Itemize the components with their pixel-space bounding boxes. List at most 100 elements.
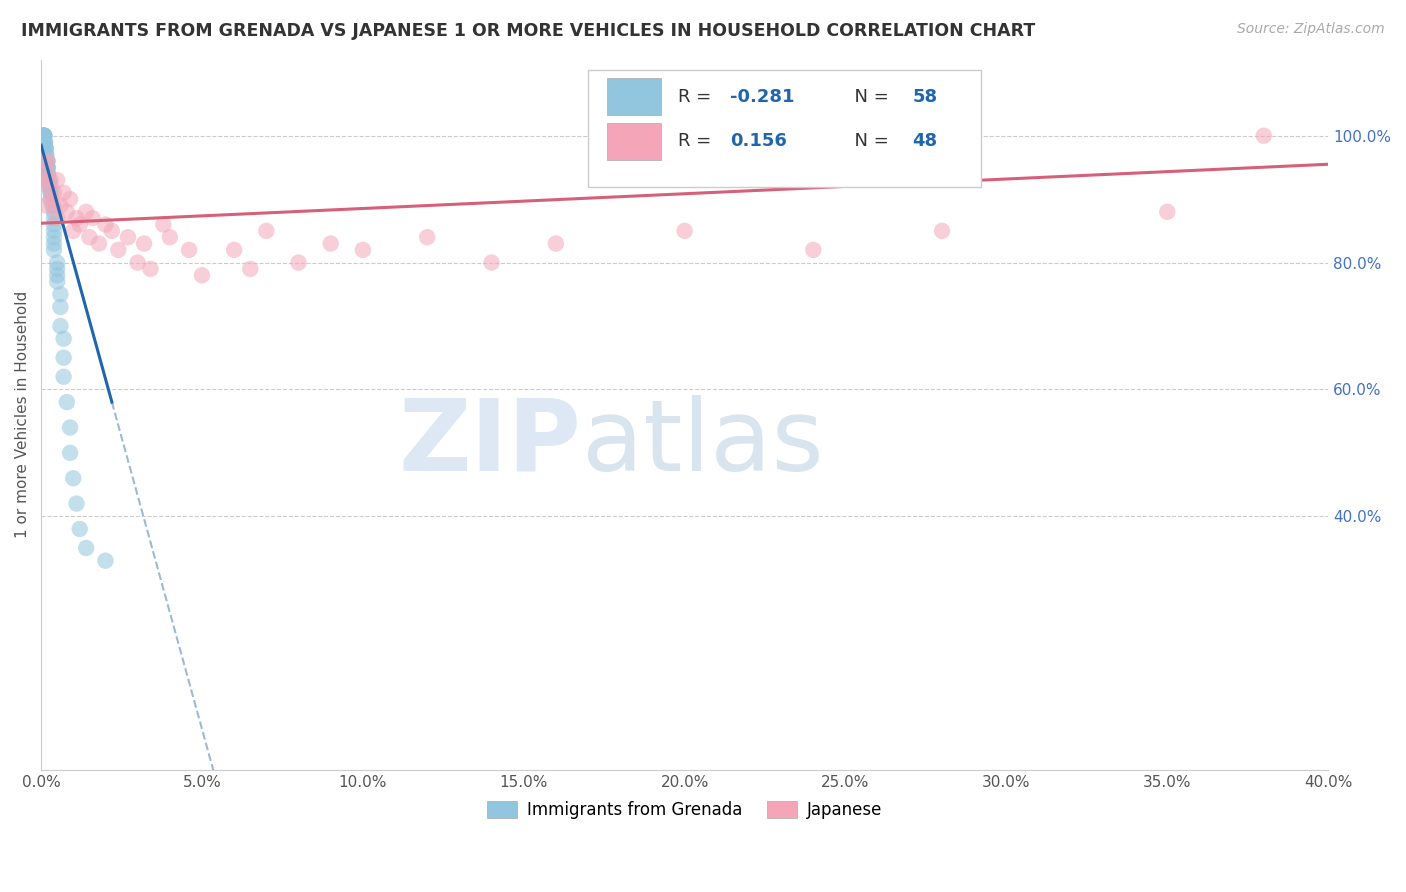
Point bbox=[37, 154, 59, 169]
Text: R =: R = bbox=[678, 87, 717, 105]
Y-axis label: 1 or more Vehicles in Household: 1 or more Vehicles in Household bbox=[15, 291, 30, 539]
Point bbox=[352, 243, 374, 257]
Point bbox=[37, 167, 59, 181]
Point bbox=[75, 204, 97, 219]
Text: Source: ZipAtlas.com: Source: ZipAtlas.com bbox=[1237, 22, 1385, 37]
Point bbox=[69, 218, 91, 232]
Text: N =: N = bbox=[844, 87, 894, 105]
Point bbox=[42, 204, 65, 219]
FancyBboxPatch shape bbox=[607, 78, 661, 115]
Point bbox=[32, 128, 55, 143]
Point bbox=[101, 224, 124, 238]
Point bbox=[52, 332, 75, 346]
Point bbox=[46, 255, 69, 269]
Point bbox=[39, 186, 62, 200]
Point bbox=[42, 230, 65, 244]
Point bbox=[62, 471, 84, 485]
Point bbox=[224, 243, 246, 257]
Point bbox=[42, 224, 65, 238]
Text: N =: N = bbox=[844, 132, 894, 150]
Point bbox=[39, 179, 62, 194]
Point bbox=[41, 198, 63, 212]
Point bbox=[931, 224, 953, 238]
Point bbox=[34, 128, 56, 143]
Text: 0.156: 0.156 bbox=[730, 132, 786, 150]
Text: R =: R = bbox=[678, 132, 723, 150]
Point bbox=[42, 218, 65, 232]
Point bbox=[94, 218, 117, 232]
Point bbox=[62, 224, 84, 238]
Point bbox=[37, 161, 59, 175]
Point bbox=[34, 135, 56, 149]
Point bbox=[37, 154, 59, 169]
Point bbox=[127, 255, 149, 269]
Point bbox=[42, 198, 65, 212]
Text: atlas: atlas bbox=[582, 395, 824, 491]
Legend: Immigrants from Grenada, Japanese: Immigrants from Grenada, Japanese bbox=[479, 794, 889, 826]
Point bbox=[239, 261, 262, 276]
Point bbox=[35, 147, 58, 161]
Point bbox=[31, 128, 53, 143]
Point bbox=[35, 198, 58, 212]
Point bbox=[42, 243, 65, 257]
Point bbox=[42, 236, 65, 251]
Point bbox=[544, 236, 567, 251]
Text: 48: 48 bbox=[912, 132, 938, 150]
Point bbox=[46, 261, 69, 276]
Point bbox=[42, 186, 65, 200]
Point bbox=[673, 224, 696, 238]
Point bbox=[82, 211, 104, 226]
Point bbox=[46, 173, 69, 187]
Point bbox=[79, 230, 101, 244]
Point bbox=[59, 446, 82, 460]
Point bbox=[32, 128, 55, 143]
Point bbox=[52, 351, 75, 365]
Point bbox=[132, 236, 155, 251]
Point bbox=[152, 218, 174, 232]
Point bbox=[49, 318, 72, 333]
Point bbox=[34, 128, 56, 143]
Point bbox=[37, 161, 59, 175]
Point bbox=[87, 236, 110, 251]
Point bbox=[39, 192, 62, 206]
Point bbox=[56, 395, 79, 409]
Point bbox=[35, 154, 58, 169]
Point bbox=[34, 154, 56, 169]
Point bbox=[159, 230, 181, 244]
Point bbox=[35, 141, 58, 155]
Point bbox=[139, 261, 162, 276]
Point bbox=[38, 173, 60, 187]
Text: IMMIGRANTS FROM GRENADA VS JAPANESE 1 OR MORE VEHICLES IN HOUSEHOLD CORRELATION : IMMIGRANTS FROM GRENADA VS JAPANESE 1 OR… bbox=[21, 22, 1035, 40]
Point bbox=[35, 154, 58, 169]
Point bbox=[59, 192, 82, 206]
Point bbox=[52, 369, 75, 384]
Point bbox=[49, 300, 72, 314]
Point bbox=[59, 420, 82, 434]
Point bbox=[319, 236, 342, 251]
Point bbox=[287, 255, 309, 269]
Point bbox=[1253, 128, 1275, 143]
Point bbox=[46, 268, 69, 283]
Point bbox=[32, 128, 55, 143]
Text: -0.281: -0.281 bbox=[730, 87, 794, 105]
Point bbox=[416, 230, 439, 244]
Point bbox=[481, 255, 503, 269]
Point bbox=[49, 198, 72, 212]
Point bbox=[34, 141, 56, 155]
Point bbox=[56, 204, 79, 219]
Point bbox=[42, 211, 65, 226]
Point bbox=[69, 522, 91, 536]
Point bbox=[37, 161, 59, 175]
Point bbox=[65, 497, 87, 511]
Point bbox=[75, 541, 97, 555]
Point bbox=[34, 135, 56, 149]
Point bbox=[35, 147, 58, 161]
Point bbox=[37, 167, 59, 181]
Point bbox=[37, 179, 59, 194]
Point bbox=[179, 243, 201, 257]
Text: ZIP: ZIP bbox=[399, 395, 582, 491]
Point bbox=[65, 211, 87, 226]
Point bbox=[46, 275, 69, 289]
Point bbox=[801, 243, 824, 257]
Point bbox=[38, 173, 60, 187]
